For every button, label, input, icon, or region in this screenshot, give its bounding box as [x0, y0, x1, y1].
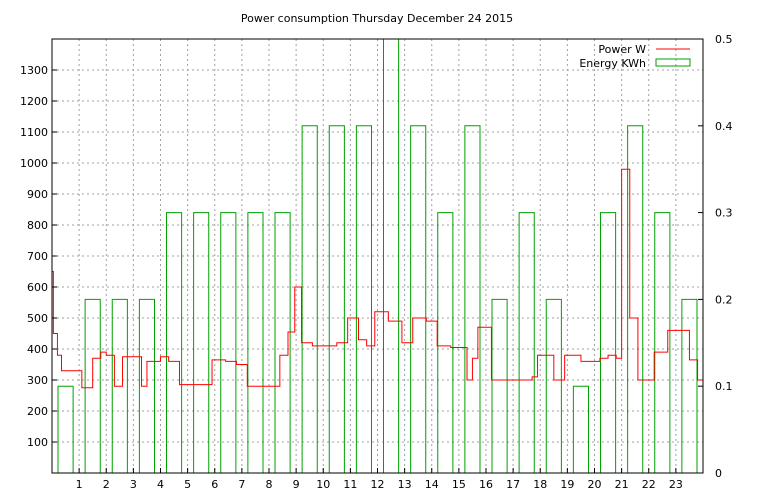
energy-bar	[193, 212, 210, 473]
power-series-line	[52, 168, 703, 389]
energy-bar	[464, 125, 481, 473]
x-tick-label: 4	[157, 478, 164, 491]
y-tick-label: 1000	[20, 157, 48, 170]
y-tick-label: 1200	[20, 95, 48, 108]
x-tick-label: 18	[533, 478, 547, 491]
y-tick-label: 1100	[20, 126, 48, 139]
y2-tick-label: 0.1	[715, 380, 733, 393]
legend: Power W Energy KWh	[579, 43, 691, 70]
y-tick-label: 800	[27, 219, 48, 232]
x-tick-label: 15	[452, 478, 466, 491]
energy-bar	[274, 212, 291, 473]
x-tick-label: 12	[371, 478, 385, 491]
y-tick-label: 600	[27, 281, 48, 294]
energy-bar	[301, 125, 318, 473]
energy-bar	[627, 125, 644, 473]
y2-tick-label: 0.2	[715, 293, 733, 306]
x-tick-label: 9	[293, 478, 300, 491]
energy-bar	[328, 125, 345, 473]
x-tick-label: 22	[642, 478, 656, 491]
x-tick-label: 3	[130, 478, 137, 491]
y2-tick-label: 0.5	[715, 33, 733, 46]
energy-bar	[681, 298, 698, 473]
y-tick-label: 200	[27, 405, 48, 418]
energy-bar	[220, 212, 237, 473]
x-tick-label: 8	[266, 478, 273, 491]
x-tick-label: 6	[211, 478, 218, 491]
x-tick-label: 11	[343, 478, 357, 491]
y-tick-label: 900	[27, 188, 48, 201]
energy-bar	[654, 212, 671, 473]
energy-bar	[111, 298, 128, 473]
x-tick-label: 20	[588, 478, 602, 491]
energy-bar	[247, 212, 264, 473]
chart-title: Power consumption Thursday December 24 2…	[241, 12, 513, 25]
energy-bar	[491, 298, 508, 473]
x-tick-label: 14	[425, 478, 439, 491]
energy-bar	[138, 298, 155, 473]
energy-bar	[57, 385, 74, 473]
x-tick-label: 17	[506, 478, 520, 491]
energy-bar	[518, 212, 535, 473]
x-tick-label: 13	[398, 478, 412, 491]
energy-bar	[600, 212, 617, 473]
legend-energy-swatch	[655, 58, 691, 67]
energy-bar	[166, 212, 183, 473]
y2-tick-label: 0.3	[715, 207, 733, 220]
y2-tick-label: 0	[715, 467, 722, 480]
y-tick-label: 100	[27, 436, 48, 449]
energy-bar	[410, 125, 427, 473]
y-tick-label: 1300	[20, 64, 48, 77]
x-tick-label: 10	[316, 478, 330, 491]
x-tick-label: 19	[560, 478, 574, 491]
energy-bar	[437, 212, 454, 473]
energy-bar	[572, 385, 589, 473]
energy-bar	[545, 298, 562, 473]
x-tick-label: 16	[479, 478, 493, 491]
x-tick-label: 23	[669, 478, 683, 491]
energy-bar	[84, 298, 101, 473]
y-tick-label: 700	[27, 250, 48, 263]
energy-series-layer	[57, 38, 698, 473]
y-tick-label: 300	[27, 374, 48, 387]
y-tick-label: 500	[27, 312, 48, 325]
x-tick-label: 21	[615, 478, 629, 491]
x-tick-label: 7	[238, 478, 245, 491]
y-tick-label: 400	[27, 343, 48, 356]
y2-tick-label: 0.4	[715, 120, 733, 133]
energy-bar	[355, 125, 372, 473]
x-tick-label: 2	[103, 478, 110, 491]
grid-lines	[52, 39, 703, 473]
x-tick-label: 5	[184, 478, 191, 491]
legend-energy-label: Energy KWh	[579, 57, 646, 70]
legend-power-label: Power W	[598, 43, 646, 56]
energy-bar	[383, 38, 400, 473]
power-series-layer	[52, 168, 703, 389]
axis-ticks: 1002003004005006007008009001000110012001…	[20, 33, 733, 491]
x-tick-label: 1	[76, 478, 83, 491]
